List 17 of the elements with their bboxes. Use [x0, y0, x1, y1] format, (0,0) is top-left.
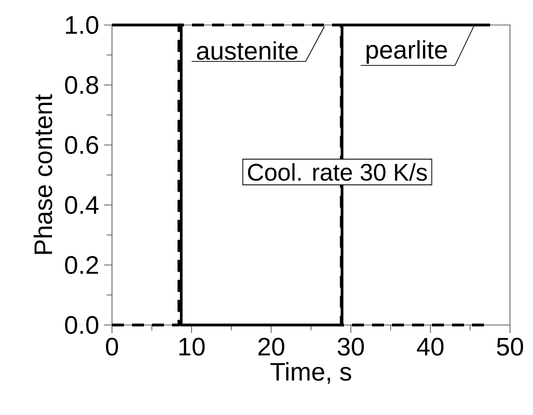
annotation: Cool. rate 30 K/s [248, 163, 427, 181]
x-tick-label: 40 [416, 338, 444, 356]
y-tick-label: 0.0 [65, 316, 98, 334]
y-axis-title: Phase content [34, 94, 52, 254]
x-tick-label: 30 [338, 338, 364, 356]
y-tick-label: 0.4 [65, 196, 99, 214]
series-label: austenite [196, 41, 298, 60]
x-tick-label: 50 [496, 338, 524, 356]
x-tick-label: 10 [179, 338, 205, 356]
x-tick-label: 0 [106, 338, 118, 356]
y-tick-label: 0.8 [65, 76, 98, 94]
y-tick-label: 0.6 [65, 136, 98, 154]
y-tick-label: 0.2 [65, 256, 98, 274]
x-axis-title: Time, s [270, 362, 352, 384]
series-label: pearlite [366, 40, 447, 64]
x-tick-label: 20 [258, 338, 284, 356]
y-tick-label: 1.0 [66, 16, 98, 34]
